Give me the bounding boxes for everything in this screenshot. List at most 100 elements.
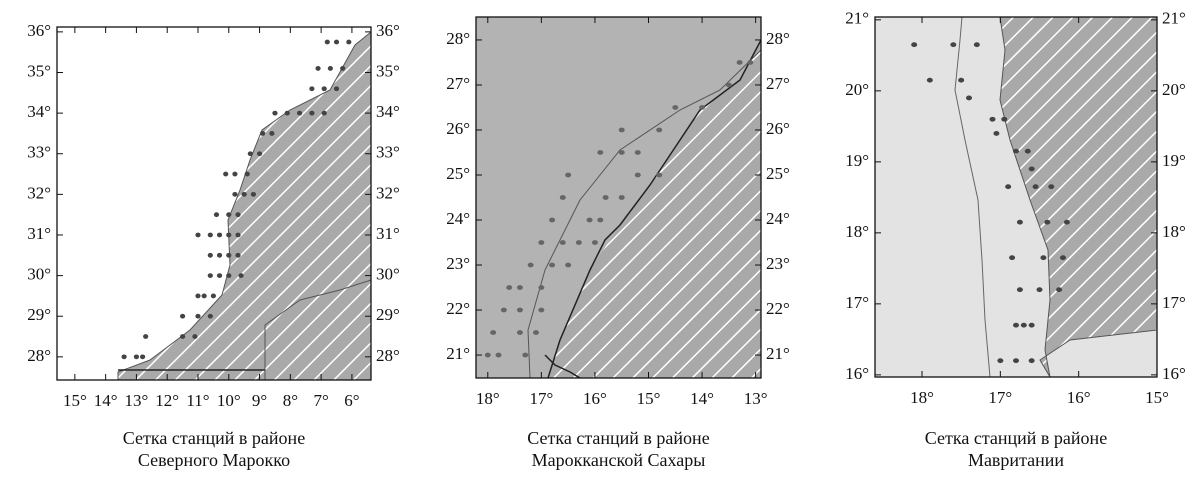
station [747, 60, 754, 65]
y-tick-label: 35° [376, 61, 400, 80]
station [634, 172, 641, 178]
station [656, 172, 663, 178]
y-tick-label: 19° [1162, 151, 1186, 170]
station [1048, 184, 1055, 190]
station [484, 352, 491, 358]
station [586, 217, 593, 223]
station [1028, 322, 1035, 328]
caption: Марокканской Сахары [532, 450, 706, 470]
y-tick-label: 23° [766, 254, 790, 273]
station [725, 82, 732, 88]
station [244, 171, 250, 177]
station [516, 285, 523, 290]
map-mauritania [875, 17, 1157, 377]
station [201, 293, 207, 299]
station [235, 232, 241, 238]
x-tick-label: 18° [476, 389, 500, 408]
station [618, 195, 625, 200]
station [1063, 219, 1070, 225]
station [506, 285, 513, 290]
y-tick-label: 35° [27, 61, 51, 80]
station [207, 273, 213, 279]
x-tick-label: 10° [217, 391, 241, 410]
y-tick-label: 32° [376, 183, 400, 202]
x-tick-label: 18° [910, 388, 934, 407]
station [195, 232, 201, 238]
x-tick-label: 16° [1067, 388, 1091, 407]
x-tick-label: 12° [155, 391, 179, 410]
station [180, 334, 186, 339]
frame [475, 16, 762, 379]
station [591, 240, 598, 245]
station [1020, 322, 1027, 328]
station [527, 262, 534, 268]
station [232, 171, 238, 177]
y-tick-label: 25° [446, 164, 470, 183]
station [575, 240, 582, 245]
station [973, 42, 980, 48]
station [736, 60, 743, 65]
station [315, 66, 321, 71]
x-tick-label: 16° [583, 389, 607, 408]
station [699, 105, 706, 110]
y-tick-label: 29° [376, 305, 400, 324]
y-tick-label: 31° [376, 224, 400, 243]
y-tick-label: 21° [845, 9, 869, 28]
y-tick-label: 36° [376, 21, 400, 40]
y-tick-label: 19° [845, 151, 869, 170]
station [309, 86, 315, 92]
x-tick-label: 15° [1145, 388, 1169, 407]
station [516, 330, 523, 335]
y-tick-label: 18° [845, 222, 869, 241]
station [232, 191, 238, 197]
y-tick-label: 18° [1162, 222, 1186, 241]
station [1016, 219, 1023, 225]
y-tick-label: 23° [446, 254, 470, 273]
station [1013, 358, 1019, 364]
station [250, 191, 257, 197]
station [195, 313, 201, 319]
station [1032, 184, 1039, 190]
station [533, 330, 539, 335]
y-tick-label: 17° [1162, 293, 1186, 312]
station [966, 95, 972, 101]
station [549, 217, 556, 223]
y-tick-label: 26° [446, 119, 470, 138]
y-tick-label: 28° [27, 346, 51, 365]
station [321, 86, 327, 92]
station [618, 150, 625, 155]
caption: Мавритании [968, 450, 1064, 470]
station [559, 240, 566, 245]
station [207, 252, 213, 258]
y-tick-label: 34° [376, 102, 400, 121]
frame [56, 26, 372, 381]
caption: Сетка станций в районе [925, 428, 1107, 448]
station [241, 191, 247, 197]
station [121, 354, 127, 360]
station [226, 273, 232, 279]
station [597, 150, 604, 155]
station [133, 354, 140, 360]
station [538, 307, 545, 313]
station [143, 334, 149, 339]
y-tick-label: 21° [446, 344, 470, 363]
station [213, 212, 220, 218]
station [516, 307, 523, 313]
y-tick-label: 33° [376, 143, 400, 162]
station [226, 232, 232, 238]
station [327, 66, 333, 71]
y-tick-label: 21° [766, 344, 790, 363]
map-north-morocco [57, 27, 371, 380]
caption: Сетка станций в районе [527, 428, 709, 448]
station [490, 330, 497, 335]
station [950, 42, 957, 48]
map-moroccan-sahara [476, 17, 761, 378]
y-tick-label: 20° [845, 80, 869, 99]
station [260, 131, 266, 136]
station [1028, 358, 1035, 364]
station [1028, 166, 1035, 172]
station [269, 131, 275, 136]
y-tick-label: 36° [27, 21, 51, 40]
y-tick-label: 24° [446, 209, 470, 228]
station [926, 77, 933, 83]
